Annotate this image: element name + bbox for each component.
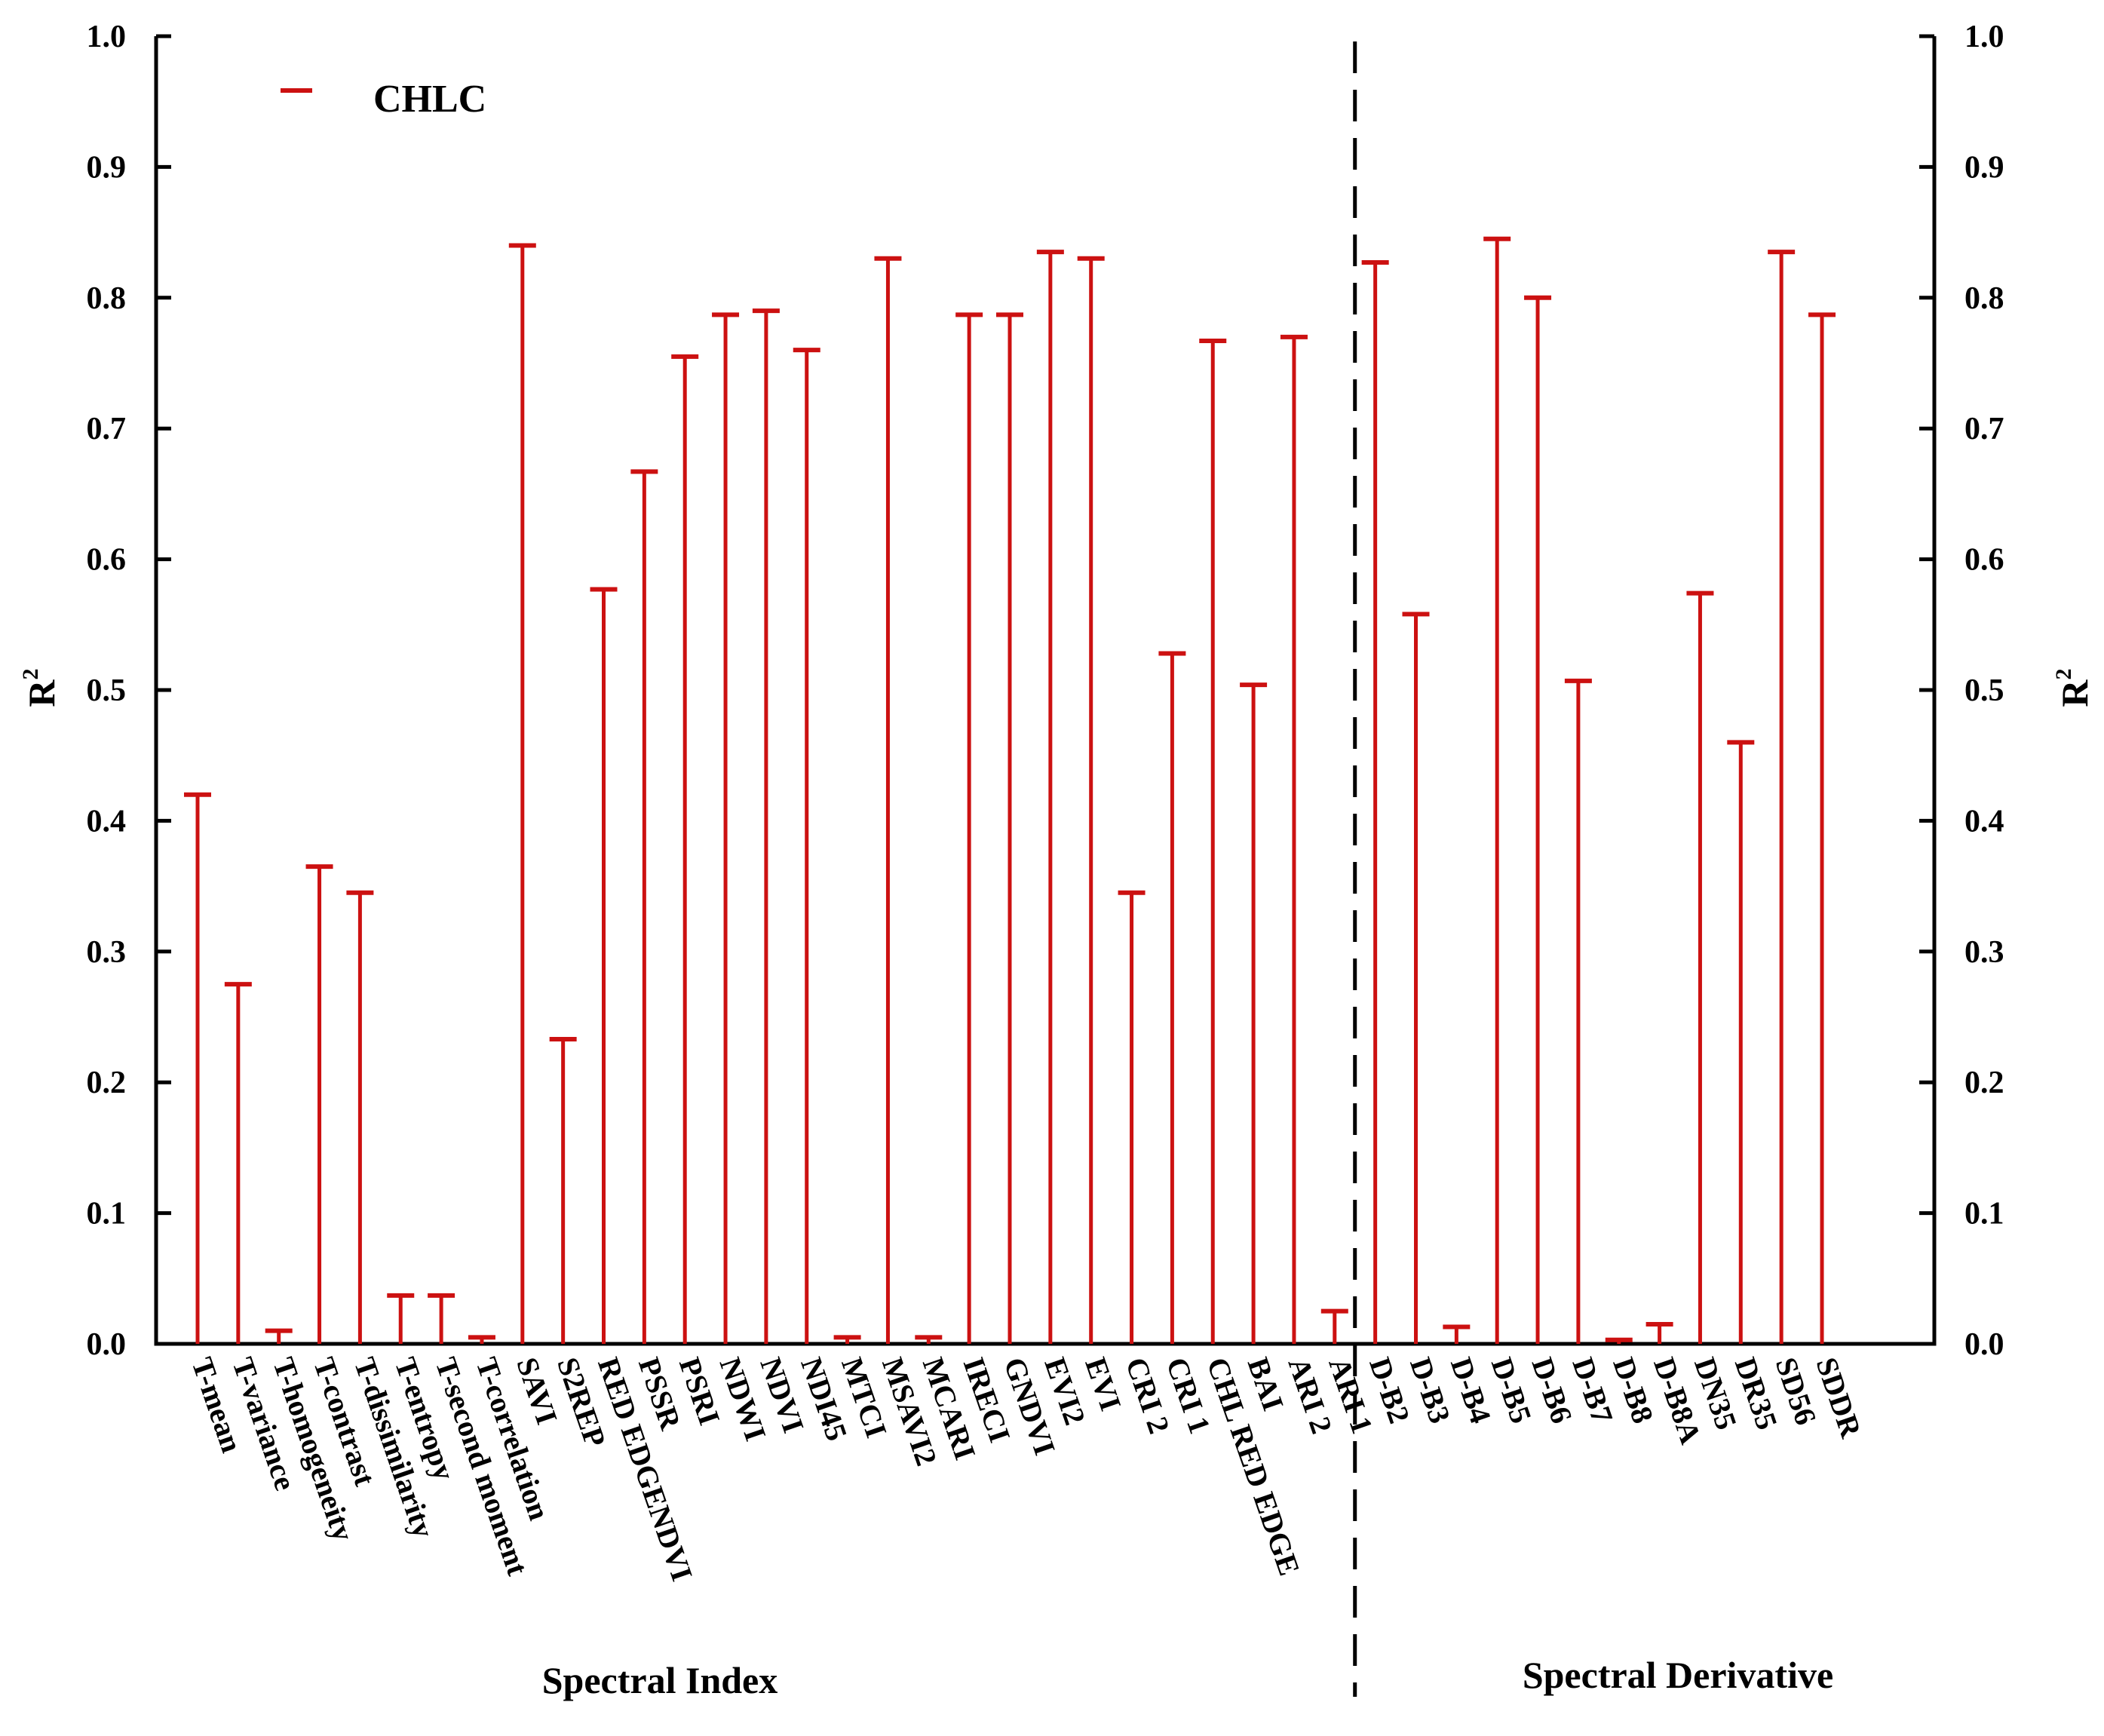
y-tick-label-right: 0.9: [1964, 150, 2004, 185]
y-axis-title-right: R2: [2051, 668, 2096, 707]
y-axis-title-left: R2: [18, 668, 63, 707]
y-tick-label-right: 0.5: [1964, 673, 2004, 708]
marks-layer: [184, 88, 1836, 1344]
y-tick-label-right: 0.1: [1964, 1197, 2004, 1231]
y-tick-label-right: 0.2: [1964, 1066, 2004, 1100]
y-tick-label-right: 1.0: [1964, 20, 2004, 54]
y-tick-label-left: 0.1: [87, 1197, 127, 1231]
y-axis-title-left-superscript: 2: [18, 668, 43, 679]
y-tick-label-right: 0.7: [1964, 412, 2004, 446]
y-tick-label-left: 0.4: [87, 804, 127, 839]
y-tick-label-left: 0.0: [87, 1327, 127, 1362]
y-tick-label-right: 0.6: [1964, 543, 2004, 578]
category-label-40: SDDR: [1809, 1353, 1868, 1443]
labels-layer: 0.0 0.0 0.1 0.1 0.2 0.2 0.3 0.3 0.4 0.4 0.5 0.5 0.6 0…: [18, 20, 2096, 1701]
group-label-spectral-derivative: Spectral Derivative: [1523, 1654, 1833, 1696]
y-tick-label-left: 0.2: [87, 1066, 127, 1100]
y-tick-label-left: 0.3: [87, 935, 127, 970]
y-tick-label-right: 0.3: [1964, 935, 2004, 970]
y-tick-label-left: 0.6: [87, 543, 127, 578]
y-tick-label-left: 0.9: [87, 150, 127, 185]
y-tick-label-left: 0.7: [87, 412, 127, 446]
y-axis-title-right-superscript: 2: [2051, 668, 2076, 679]
y-tick-label-left: 0.8: [87, 281, 127, 316]
y-tick-label-left: 0.5: [87, 673, 127, 708]
y-tick-label-left: 1.0: [87, 20, 127, 54]
axes-layer: [154, 34, 1937, 1697]
y-tick-label-right: 0.0: [1964, 1327, 2004, 1362]
group-label-spectral-index: Spectral Index: [542, 1659, 778, 1701]
y-tick-label-right: 0.8: [1964, 281, 2004, 316]
legend-label: CHLC: [373, 78, 486, 121]
y-tick-label-right: 0.4: [1964, 804, 2004, 839]
